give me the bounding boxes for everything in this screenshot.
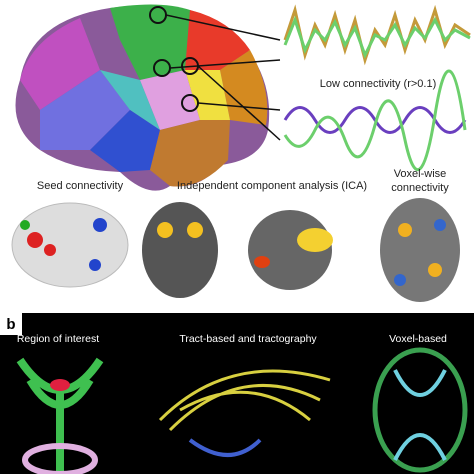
method-label: connectivity (391, 182, 449, 194)
panel-letter-box (0, 313, 22, 335)
method-label: Seed connectivity (37, 180, 124, 192)
method-label: Independent component analysis (ICA) (177, 180, 367, 192)
method-label: Voxel-wise (394, 168, 447, 180)
waveforms (283, 4, 471, 172)
method-label: Region of interest (17, 333, 99, 345)
method-label: Tract-based and tractography (179, 333, 317, 345)
low-connectivity-label: Low connectivity (r>0.1) (320, 78, 436, 90)
tract-images (16, 347, 468, 474)
panel-letter: b (6, 316, 15, 333)
parcellated-brain (15, 4, 281, 191)
brain-images (11, 198, 460, 302)
method-label: Voxel-based (389, 333, 447, 345)
